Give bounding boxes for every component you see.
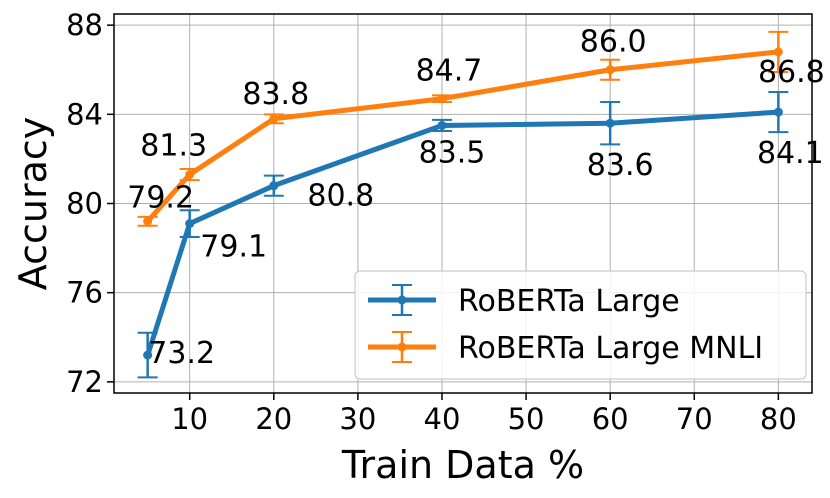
axis-ticks: 10 20 30 40 50 60 70 80 72 76 80 84 88	[66, 8, 797, 436]
data-point	[185, 219, 195, 229]
data-point	[773, 107, 783, 117]
legend: RoBERTa Large RoBERTa Large MNLI	[354, 270, 807, 380]
x-tick-label: 60	[592, 402, 629, 436]
data-label: 79.1	[200, 230, 267, 265]
series-group	[137, 30, 789, 379]
legend-box	[354, 270, 807, 380]
data-label: 81.3	[140, 129, 207, 164]
legend-marker	[397, 342, 407, 352]
data-point	[269, 114, 279, 124]
data-label: 86.8	[758, 55, 825, 90]
data-point	[269, 181, 279, 191]
x-tick-label: 40	[424, 402, 461, 436]
x-tick-label: 50	[508, 402, 545, 436]
data-label: 73.2	[148, 336, 215, 371]
legend-item-1: RoBERTa Large	[368, 284, 680, 319]
data-point	[185, 170, 195, 180]
x-tick-label: 80	[760, 402, 797, 436]
data-label: 80.8	[307, 179, 374, 214]
data-point	[143, 350, 153, 360]
data-point	[437, 120, 447, 130]
y-tick-label: 88	[66, 8, 103, 42]
data-label: 84.1	[757, 136, 824, 171]
x-tick-label: 10	[171, 402, 208, 436]
series-1	[137, 91, 789, 379]
data-point	[437, 94, 447, 104]
y-tick-label: 80	[66, 187, 103, 221]
data-point	[143, 216, 153, 226]
legend-label: RoBERTa Large	[458, 284, 680, 319]
y-tick-label: 84	[66, 97, 103, 131]
x-tick-label: 70	[676, 402, 713, 436]
series-line	[145, 49, 781, 224]
data-point	[605, 65, 615, 75]
legend-marker	[397, 295, 407, 305]
x-tick-label: 30	[339, 402, 376, 436]
data-point	[773, 47, 783, 57]
data-point	[605, 118, 615, 128]
data-label: 79.2	[127, 180, 194, 215]
y-tick-label: 76	[66, 276, 103, 310]
data-labels: 73.2 79.1 80.8 83.5 83.6 84.1 79.2 81.3 83.8 84.7…	[127, 25, 825, 371]
y-axis-title: Accuracy	[11, 117, 55, 291]
legend-label: RoBERTa Large MNLI	[458, 331, 763, 366]
data-label: 86.0	[580, 25, 647, 60]
data-label: 83.8	[242, 77, 309, 112]
data-label: 83.6	[587, 148, 654, 183]
series-2	[137, 30, 789, 227]
data-label: 83.5	[419, 135, 486, 170]
x-axis-title: Train Data %	[341, 443, 584, 487]
y-tick-label: 72	[66, 365, 103, 399]
data-label: 84.7	[416, 54, 483, 89]
x-tick-label: 20	[255, 402, 292, 436]
series-line	[145, 109, 781, 358]
legend-item-2: RoBERTa Large MNLI	[368, 331, 763, 366]
